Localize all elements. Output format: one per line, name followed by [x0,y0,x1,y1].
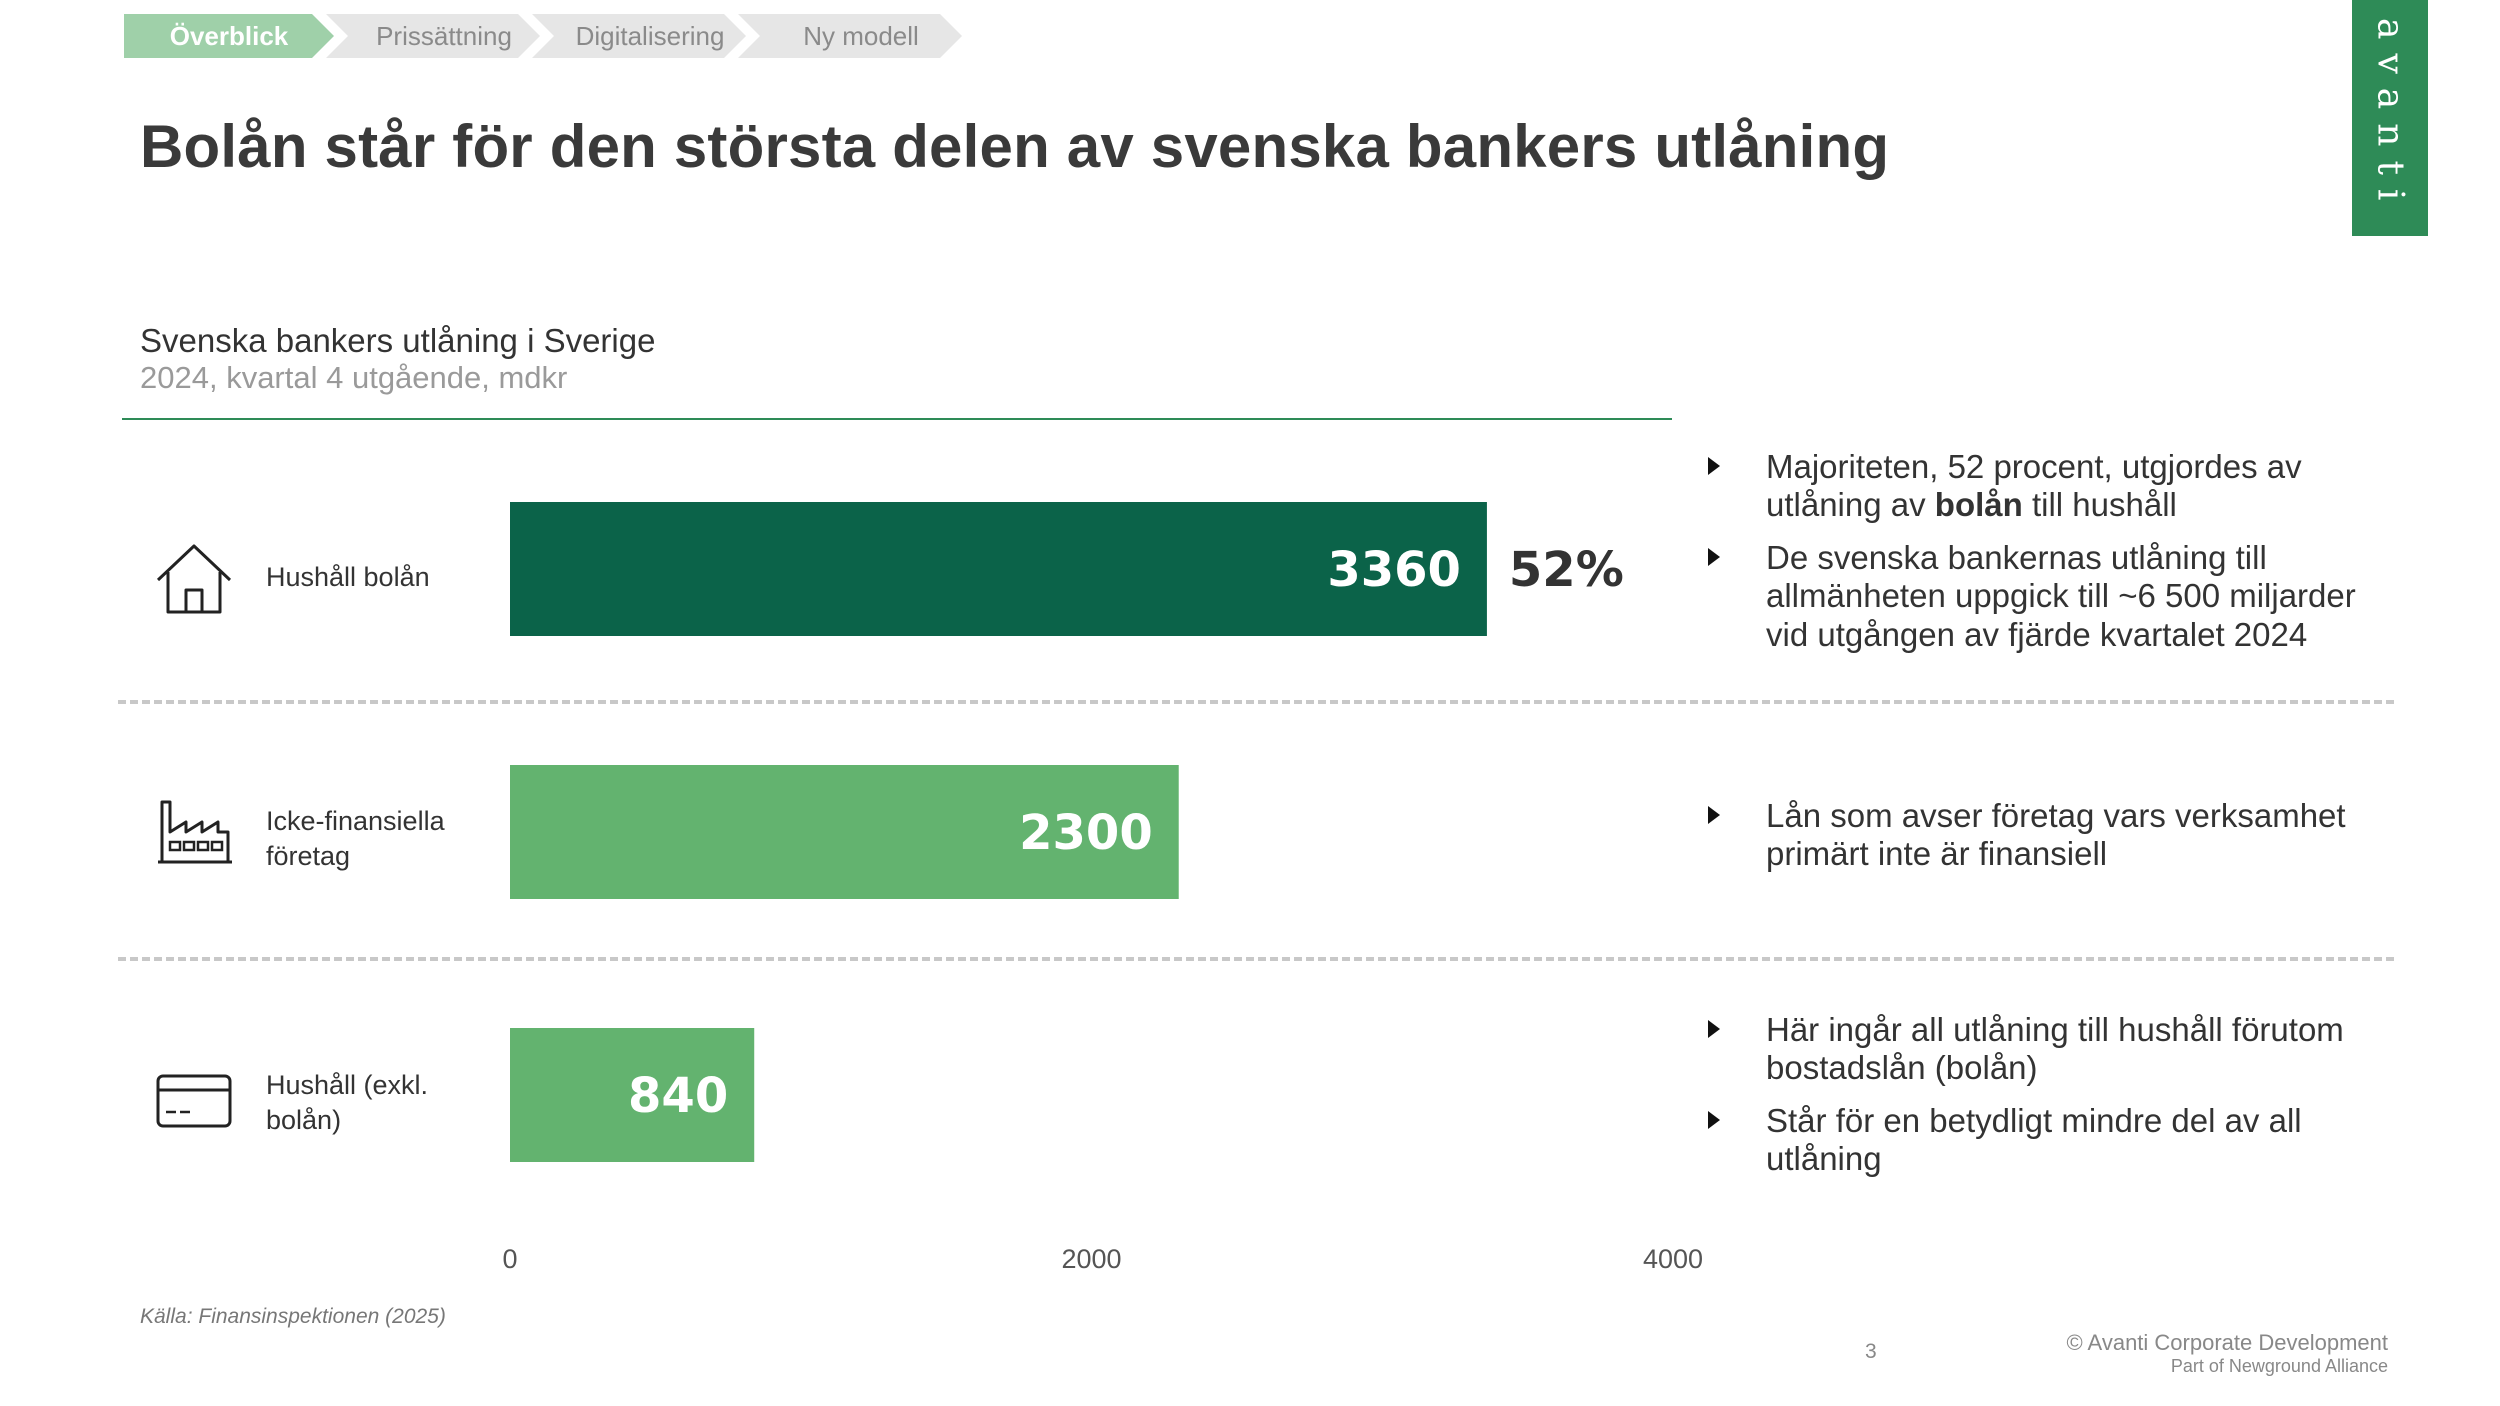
bullet-marker [1708,548,1720,566]
bullet-text: Står för en betydligt mindre del av all … [1766,1102,2302,1178]
house-icon [156,544,232,614]
bar [510,1028,755,1162]
bullet-text: Här ingår all utlåning till hushåll föru… [1766,1011,2344,1087]
bar-value-label: 840 [628,1068,728,1124]
chevron-shape [326,14,540,58]
x-tick-label: 4000 [1643,1244,1703,1274]
bullet-text: Majoriteten, 52 procent, utgjordes av ut… [1766,448,2302,524]
header-divider [122,418,1672,420]
bullet-marker [1708,806,1720,824]
breadcrumb-item-digitalisering[interactable]: Digitalisering [532,14,746,58]
chart-subtitle: 2024, kvartal 4 utgående, mdkr [140,360,568,395]
avanti-logo: avanti [2352,0,2428,236]
chevron-shape [124,14,334,58]
page-number: 3 [1865,1340,1877,1363]
row-divider [118,700,2394,704]
source-note: Källa: Finansinspektionen (2025) [140,1305,446,1328]
row-label-hushall-exkl: Hushåll (exkl. bolån) [266,1070,429,1135]
chevron-shape [532,14,746,58]
bar-value-label: 3360 [1327,542,1461,598]
x-axis-ticks: 0 2000 4000 [502,1244,1703,1274]
bullet-marker [1708,1020,1720,1038]
x-tick-label: 0 [502,1244,517,1274]
chevron-shape [738,14,962,58]
bullet-text: Lån som avser företag vars verksamhet pr… [1766,797,2346,873]
logo-text: avanti [2369,18,2411,215]
breadcrumb-item-ny-modell[interactable]: Ny modell [738,14,962,58]
bullet-marker [1708,457,1720,475]
bullet-marker [1708,1111,1720,1129]
page-title: Bolån står för den största delen av sven… [140,113,1890,180]
share-annotation: 52% [1509,542,1624,598]
bar [510,502,1487,636]
row-label-hushall-bolan: Hushåll bolån [266,562,430,592]
credit-card-icon [156,1074,232,1128]
bar [510,765,1179,899]
bar-value-label: 2300 [1019,805,1153,861]
row-label-icke-finansiella: Icke-finansiella företag [266,806,445,871]
bars-group: 3360 2300 840 52% [510,502,1624,1162]
breadcrumb-item-overblick[interactable]: Överblick [124,14,334,58]
copyright: © Avanti Corporate Development [2066,1330,2388,1355]
x-tick-label: 2000 [1061,1244,1121,1274]
bullet-text: De svenska bankernas utlåning till allmä… [1766,539,2356,653]
row-divider [118,957,2394,961]
alliance-note: Part of Newground Alliance [2170,1356,2388,1376]
factory-icon [158,800,232,864]
breadcrumb-item-prissattning[interactable]: Prissättning [326,14,540,58]
chart-title: Svenska bankers utlåning i Sverige [140,322,656,359]
